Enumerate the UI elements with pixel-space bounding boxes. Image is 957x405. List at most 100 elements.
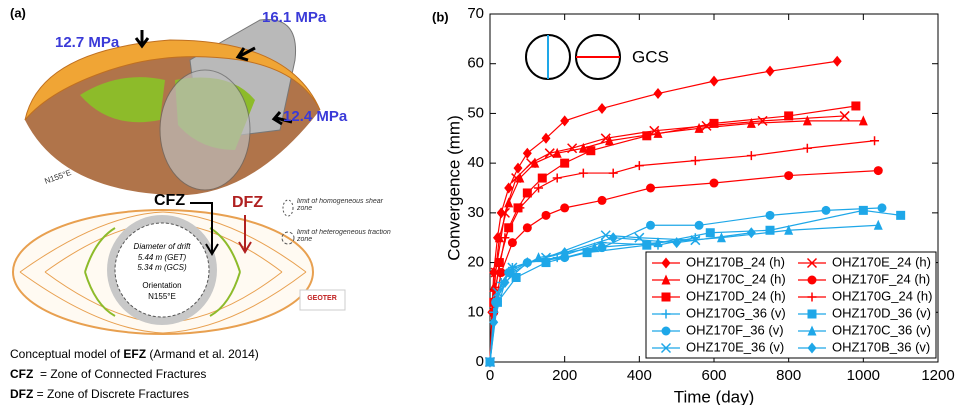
data-point [851, 101, 861, 111]
data-point [653, 240, 663, 250]
data-point [499, 207, 510, 218]
stress-label: 12.7 MPa [55, 34, 120, 51]
legend-marker [807, 342, 817, 354]
caption: DFZ = Zone of Discrete Fractures [10, 387, 189, 401]
data-point [484, 356, 496, 368]
data-point [746, 151, 756, 161]
data-point [802, 143, 812, 153]
data-point [489, 267, 499, 279]
data-point [757, 115, 768, 126]
data-point [507, 238, 517, 248]
data-point [492, 291, 502, 302]
data-point [586, 146, 596, 156]
data-point [765, 225, 775, 235]
data-point [534, 183, 544, 193]
data-point [504, 197, 514, 208]
data-point [491, 282, 501, 292]
series-line [489, 115, 845, 363]
y-tick-label: 20 [467, 254, 484, 271]
cfz-label: CFZ [154, 192, 185, 209]
series-line [489, 170, 879, 363]
x-tick-label: 0 [486, 367, 494, 384]
data-point [489, 307, 499, 317]
arrow [238, 215, 252, 254]
data-point [492, 297, 502, 307]
drift-section [159, 69, 251, 191]
data-point [496, 268, 506, 278]
x-axis-title: Time (day) [674, 387, 755, 405]
legend-label: OHZ170D_36 (v) [832, 305, 931, 320]
data-point [873, 219, 883, 230]
data-point [496, 207, 506, 219]
legend-label: OHZ170C_36 (v) [832, 322, 931, 337]
data-point [694, 220, 704, 230]
x-tick-label: 1000 [847, 367, 880, 384]
data-point [560, 253, 570, 263]
data-point [537, 173, 547, 183]
data-point [578, 142, 588, 153]
data-point [507, 263, 517, 273]
caption-bold: EFZ [123, 347, 147, 361]
logo: GEOTER [307, 295, 337, 302]
legend-label: OHZ170D_24 (h) [686, 288, 786, 303]
data-point [802, 115, 812, 126]
series-line [489, 234, 696, 363]
legend-label: OHZ170E_24 (h) [832, 254, 931, 269]
drift [114, 222, 210, 318]
legend-marker [661, 292, 671, 302]
data-point [526, 158, 537, 169]
legend-label: OHZ170C_24 (h) [686, 271, 786, 286]
drift-text: Diameter of drift [134, 242, 192, 251]
data-point [709, 118, 719, 128]
caption-text: = Zone of Connected Fractures [33, 367, 207, 381]
series-line [489, 237, 696, 363]
data-point [784, 224, 794, 235]
data-point [839, 110, 850, 121]
caption-bold: DFZ [10, 387, 34, 401]
data-point [511, 173, 522, 184]
data-point [646, 183, 656, 193]
arrow [190, 202, 219, 256]
legend-marker [660, 342, 672, 354]
panel-label: (a) [10, 5, 26, 20]
data-point [784, 111, 794, 121]
data-point [530, 157, 540, 168]
legend-marker [806, 257, 818, 269]
data-point [694, 122, 704, 133]
data-point [567, 143, 578, 154]
data-point [484, 356, 496, 368]
legend-text: limit of heterogeneous traction zone [297, 229, 391, 243]
data-point [590, 242, 600, 253]
data-point [608, 232, 618, 244]
data-point [873, 166, 883, 176]
legend-marker [807, 325, 817, 336]
caption-text: (Armand et al. 2014) [146, 347, 259, 361]
cfz-lines [84, 227, 241, 317]
caption-text: Conceptual model of [10, 347, 124, 361]
data-point [489, 297, 499, 307]
data-point [500, 276, 510, 288]
data-point [544, 148, 555, 159]
data-point [504, 268, 514, 278]
y-tick-label: 60 [467, 55, 484, 72]
plot-frame [489, 13, 939, 363]
series-line [489, 209, 901, 363]
y-tick-label: 70 [467, 5, 484, 22]
data-point [513, 162, 523, 174]
legend-text: limit of homogeneous shear zone [297, 198, 383, 212]
data-point [896, 210, 906, 220]
series-line [489, 105, 856, 363]
caption: Conceptual model of EFZ (Armand et al. 2… [10, 347, 259, 361]
data-point [701, 120, 712, 131]
data-point [649, 125, 660, 136]
data-point [540, 252, 552, 263]
data-point [541, 258, 551, 268]
data-point [877, 203, 887, 213]
x-tick-label: 600 [701, 367, 726, 384]
legend-box [645, 251, 937, 359]
arrow [235, 46, 256, 62]
data-point [485, 356, 495, 368]
data-point [507, 267, 517, 278]
legend-label: OHZ170G_24 (h) [832, 288, 932, 303]
